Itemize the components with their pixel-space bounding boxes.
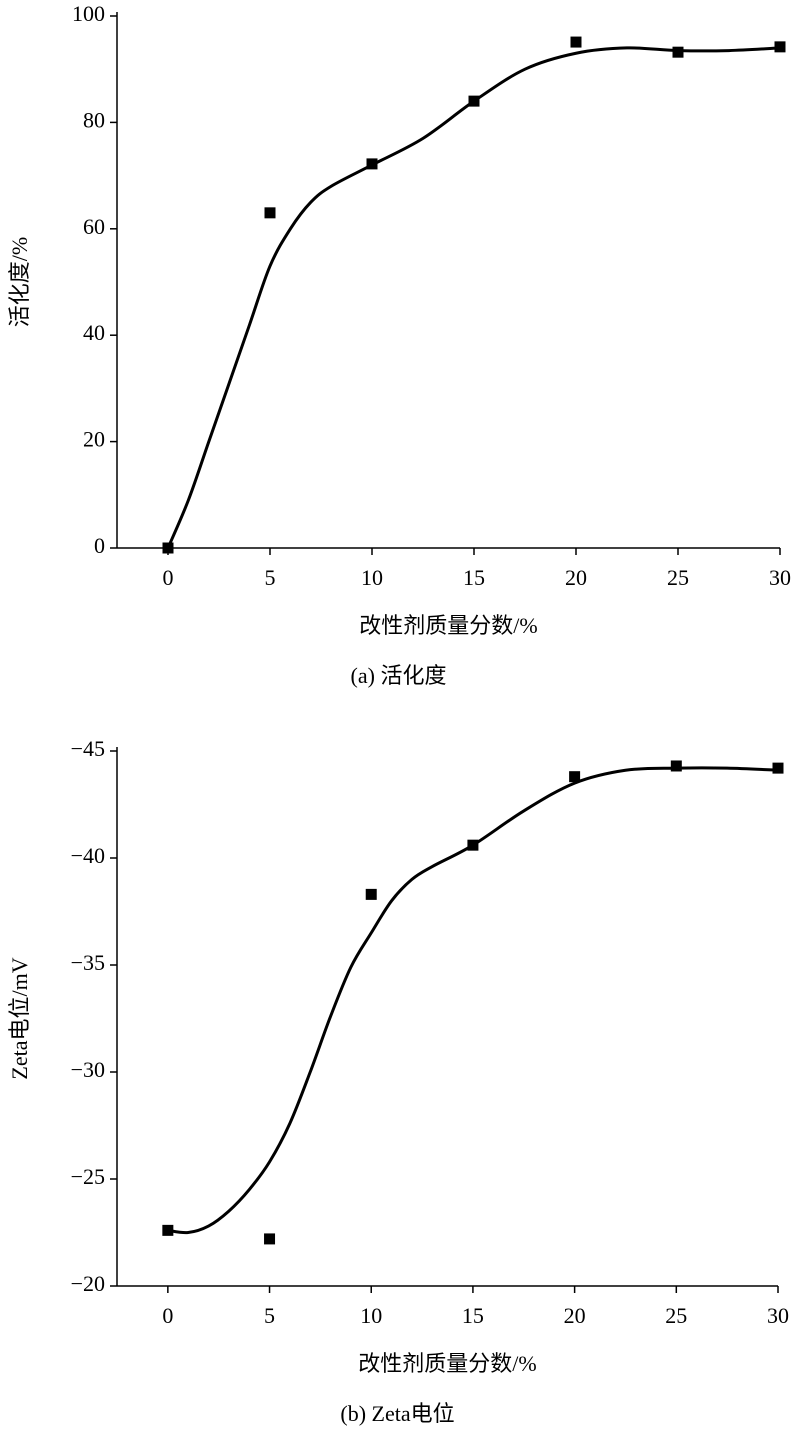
y-tick-label: 20 [83,427,105,452]
y-tick-label: 40 [83,320,105,345]
y-tick-label: −20 [71,1271,105,1296]
data-point [672,46,684,58]
x-tick-label: 30 [767,1303,789,1328]
data-point [467,839,479,851]
y-axis-label: Zeta电位/mV [7,957,32,1079]
data-point [774,41,786,53]
data-point [570,36,582,48]
x-tick-label: 15 [463,565,485,590]
y-tick-label: −25 [71,1164,105,1189]
y-tick-label: 0 [94,533,105,558]
data-point [365,888,377,900]
y-axis-label: 活化度/% [7,237,32,327]
x-tick-label: 10 [361,565,383,590]
y-tick-label: 80 [83,107,105,132]
y-tick-label: 100 [72,1,105,26]
data-point [264,1233,276,1245]
data-point [569,771,581,783]
y-tick-label: −30 [71,1057,105,1082]
data-point [162,1224,174,1236]
y-tick-label: 60 [83,214,105,239]
data-point [264,207,276,219]
x-tick-label: 0 [163,565,174,590]
x-tick-label: 20 [565,565,587,590]
x-axis-label: 改性剂质量分数/% [359,613,537,638]
data-point [772,762,784,774]
y-tick-label: −35 [71,950,105,975]
x-tick-label: 15 [462,1303,484,1328]
fit-curve [167,766,779,1235]
x-tick-label: 10 [360,1303,382,1328]
x-tick-label: 5 [265,565,276,590]
y-tick-label: −45 [71,736,105,761]
x-tick-label: 0 [162,1303,173,1328]
x-tick-label: 5 [264,1303,275,1328]
data-point [162,542,174,554]
data-point [468,95,480,107]
x-axis-label: 改性剂质量分数/% [358,1351,536,1376]
x-tick-label: 30 [769,565,791,590]
y-tick-label: −40 [71,843,105,868]
x-tick-label: 20 [564,1303,586,1328]
data-point [670,760,682,772]
caption: (b) Zeta电位 [340,1401,454,1426]
caption: (a) 活化度 [351,663,447,688]
data-point [366,158,378,170]
x-tick-label: 25 [665,1303,687,1328]
fit-curve [166,46,781,549]
x-tick-label: 25 [667,565,689,590]
